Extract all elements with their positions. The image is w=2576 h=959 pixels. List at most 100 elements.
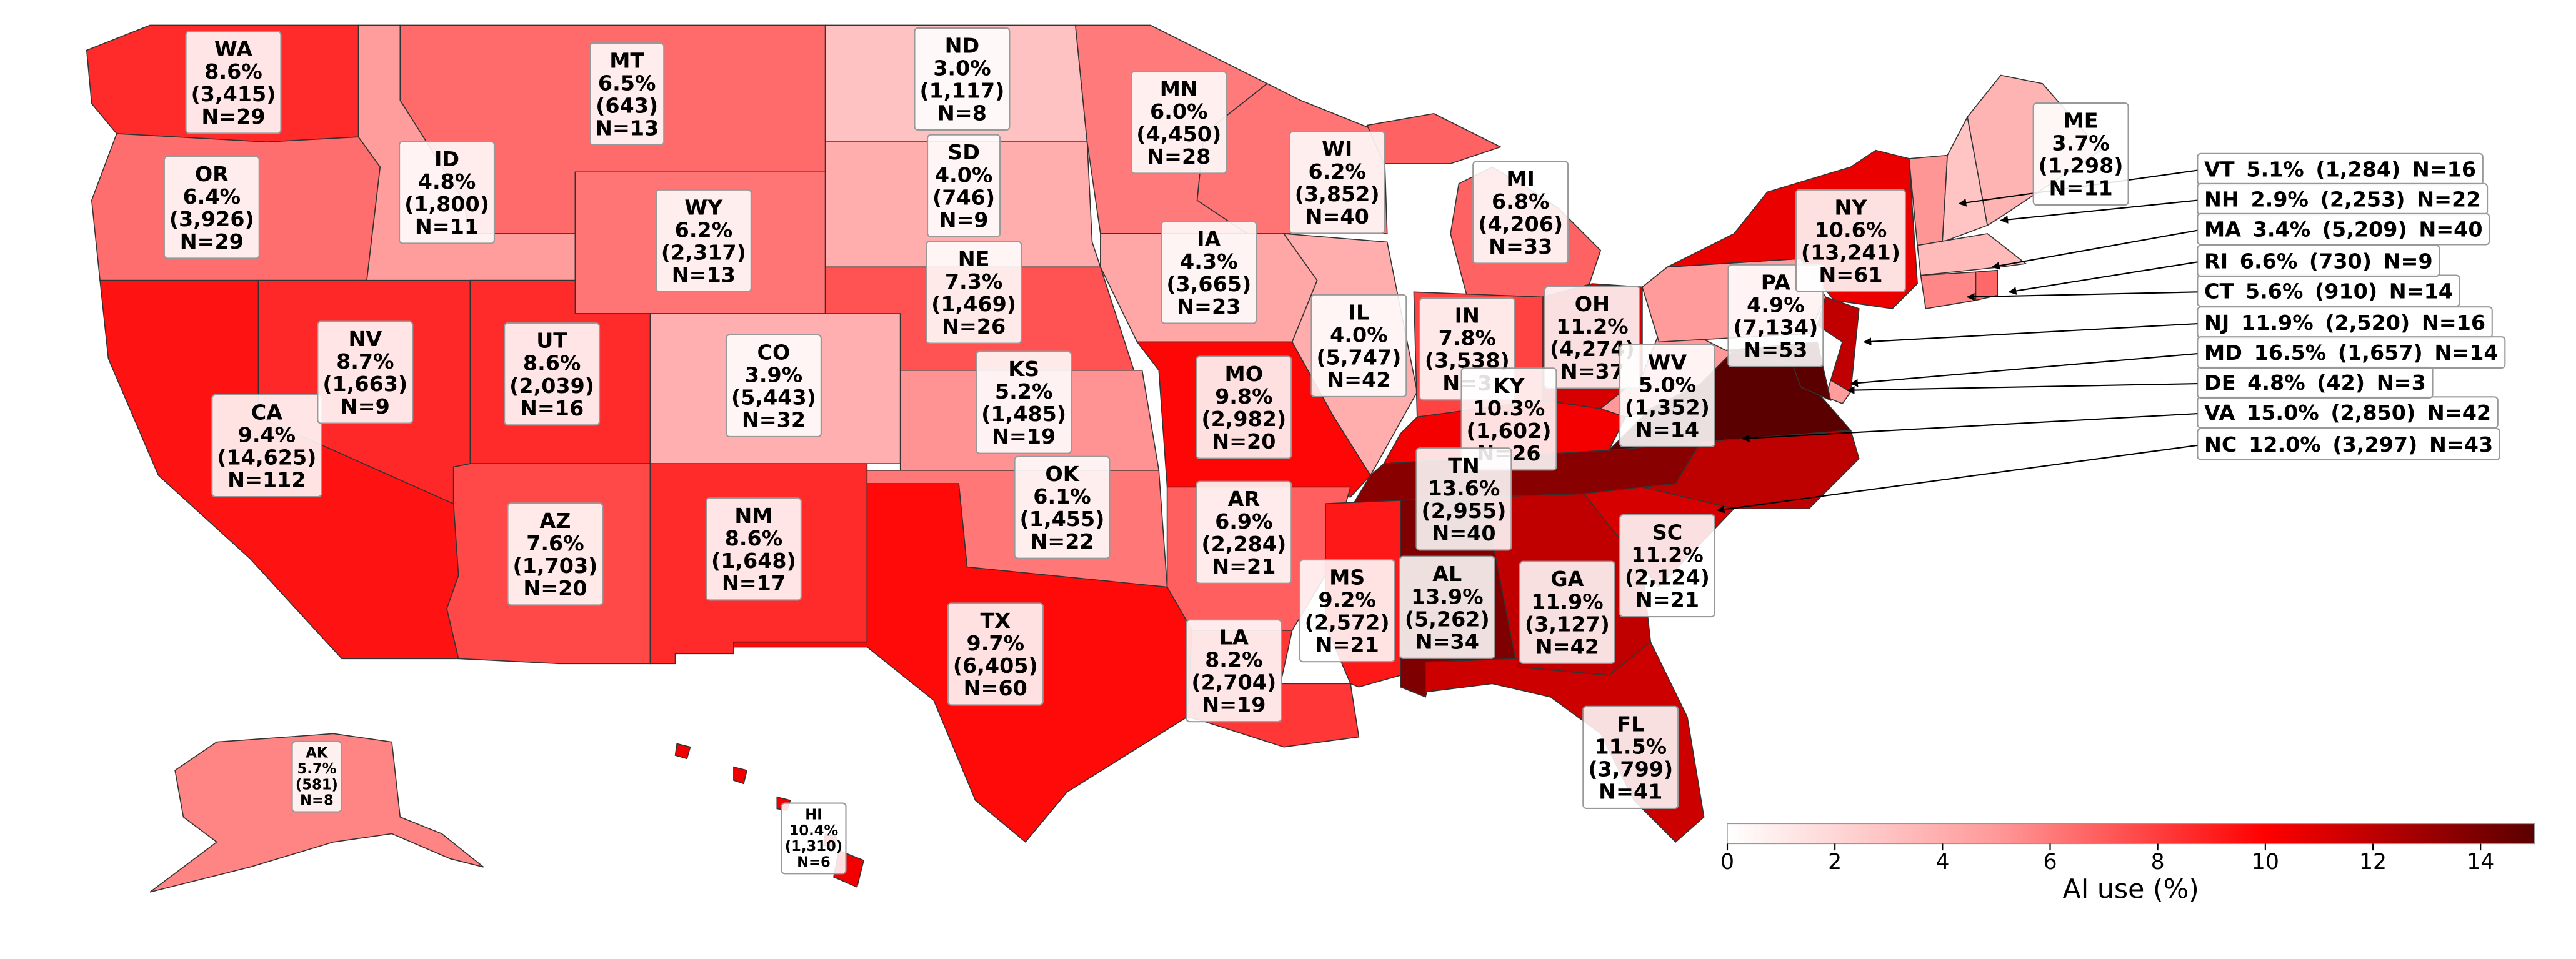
callout-part: DE (2204, 370, 2235, 395)
label-line: 4.8% (418, 169, 476, 193)
label-line: N=21 (1212, 554, 1276, 579)
state-label: MT 6.5% (643) N=13 (589, 42, 665, 146)
label-line: N=8 (300, 792, 334, 808)
label-line: N=11 (2049, 176, 2113, 200)
state-shape (149, 733, 484, 893)
state-shape (1975, 269, 1999, 301)
label-line: (2,572) (1305, 610, 1390, 634)
label-line: N=40 (1432, 520, 1495, 545)
label-line: 3.0% (933, 56, 991, 80)
label-line: CO (757, 340, 791, 364)
label-text: NM 8.6% (1,648) N=17 (711, 503, 796, 595)
label-box (705, 497, 802, 601)
label-line: 3.7% (2052, 131, 2109, 155)
callout-arrow (2008, 261, 2198, 295)
label-box (504, 322, 601, 426)
label-line: 13.6% (1428, 475, 1500, 500)
callout-part: N=16 (2412, 157, 2476, 181)
label-line: 10.4% (789, 822, 839, 838)
state-label: AZ 7.6% (1,703) N=20 (507, 502, 604, 606)
callout-arrow (1991, 229, 2198, 270)
label-line: 6.2% (675, 217, 732, 242)
colorbar-tick-label: 12 (2359, 850, 2387, 875)
state-label: NY 10.6% (13,241) N=61 (1795, 189, 1907, 292)
state-shape (1908, 154, 1949, 246)
label-box (1186, 619, 1282, 723)
label-box (398, 141, 496, 244)
label-box (507, 502, 604, 606)
label-line: N=29 (180, 229, 244, 253)
state-shape (1920, 271, 1977, 309)
colorbar-label: AI use (%) (2063, 874, 2199, 905)
state-label: CO 3.9% (5,443) N=32 (725, 334, 822, 438)
label-box (1619, 514, 1715, 618)
label-text: AZ 7.6% (1,703) N=20 (512, 508, 597, 600)
callout-text: VA 15.0% (2,850) N=42 (2204, 400, 2491, 425)
label-line: (5,443) (731, 385, 816, 409)
label-line: 9.4% (238, 422, 296, 447)
label-box (1795, 189, 1907, 292)
callout: NC 12.0% (3,297) N=43 (1716, 427, 2500, 514)
label-line: N=19 (992, 424, 1056, 449)
state-label: SD 4.0% (746) N=9 (926, 134, 1001, 237)
label-text: ID 4.8% (1,800) N=11 (404, 146, 489, 238)
label-text: TN 13.6% (2,955) N=40 (1422, 453, 1507, 545)
callout-part: 15.0% (2247, 400, 2319, 425)
state-label: AK 5.7% (581) N=8 (291, 740, 342, 813)
callout-part: 5.1% (2246, 157, 2304, 181)
label-line: (1,663) (322, 372, 407, 396)
label-box (1619, 344, 1715, 448)
callout-part: (3,297) (2332, 432, 2417, 456)
label-box (1582, 705, 1679, 809)
label-line: 9.2% (1318, 587, 1375, 612)
label-line: NE (958, 246, 990, 271)
label-line: 8.6% (204, 59, 262, 83)
label-text: IA 4.3% (3,665) N=23 (1166, 226, 1251, 318)
callout-part: 12.0% (2249, 432, 2321, 456)
callout-part: N=14 (2434, 340, 2498, 365)
state-label: MO 9.8% (2,982) N=20 (1196, 355, 1292, 459)
colorbar-tick-label: 10 (2252, 850, 2279, 875)
callout-part: N=14 (2389, 279, 2453, 303)
state-label: ND 3.0% (1,117) N=8 (914, 27, 1011, 131)
label-line: N=26 (942, 314, 1006, 339)
callout-part: (5,209) (2322, 217, 2407, 241)
label-line: FL (1617, 712, 1644, 736)
label-line: 6.4% (183, 184, 241, 208)
label-line: (13,241) (1801, 240, 1900, 264)
label-line: IA (1197, 226, 1221, 251)
label-line: WI (1322, 136, 1352, 161)
colorbar-tick-label: 2 (1828, 850, 1842, 875)
state-label: WY 6.2% (2,317) N=13 (655, 189, 752, 292)
callout-part: NJ (2204, 311, 2229, 335)
state-label: MN 6.0% (4,450) N=28 (1131, 71, 1227, 174)
label-line: N=11 (415, 214, 479, 238)
label-line: (3,799) (1588, 757, 1673, 781)
label-line: IL (1349, 300, 1370, 324)
state-label: WV 5.0% (1,352) N=14 (1619, 344, 1715, 448)
label-line: (2,317) (661, 240, 746, 264)
callout-text: RI 6.6% (730) N=9 (2204, 249, 2433, 273)
state-label: KS 5.2% (1,485) N=19 (976, 350, 1072, 454)
label-line: 4.3% (1180, 249, 1237, 273)
label-line: (1,485) (981, 402, 1066, 426)
label-line: N=42 (1327, 367, 1390, 392)
label-line: UT (536, 328, 567, 352)
colorbar-gradient (1727, 823, 2535, 845)
label-box (1399, 555, 1495, 659)
label-line: OR (195, 161, 229, 186)
label-line: SC (1652, 520, 1682, 544)
label-text: MS 9.2% (2,572) N=21 (1305, 565, 1390, 657)
callout-text: MD 16.5% (1,657) N=14 (2204, 340, 2499, 365)
label-box (926, 241, 1022, 344)
label-text: WV 5.0% (1,352) N=14 (1625, 350, 1710, 442)
state-label: LA 8.2% (2,704) N=19 (1186, 619, 1282, 723)
label-line: WV (1648, 350, 1687, 374)
state-label: MI 6.8% (4,206) N=33 (1472, 161, 1569, 264)
label-box (291, 740, 342, 813)
label-line: N=16 (520, 395, 584, 420)
label-text: LA 8.2% (2,704) N=19 (1191, 625, 1276, 717)
label-box (211, 394, 322, 498)
label-line: 7.3% (945, 269, 1002, 294)
label-line: N=13 (595, 116, 659, 140)
